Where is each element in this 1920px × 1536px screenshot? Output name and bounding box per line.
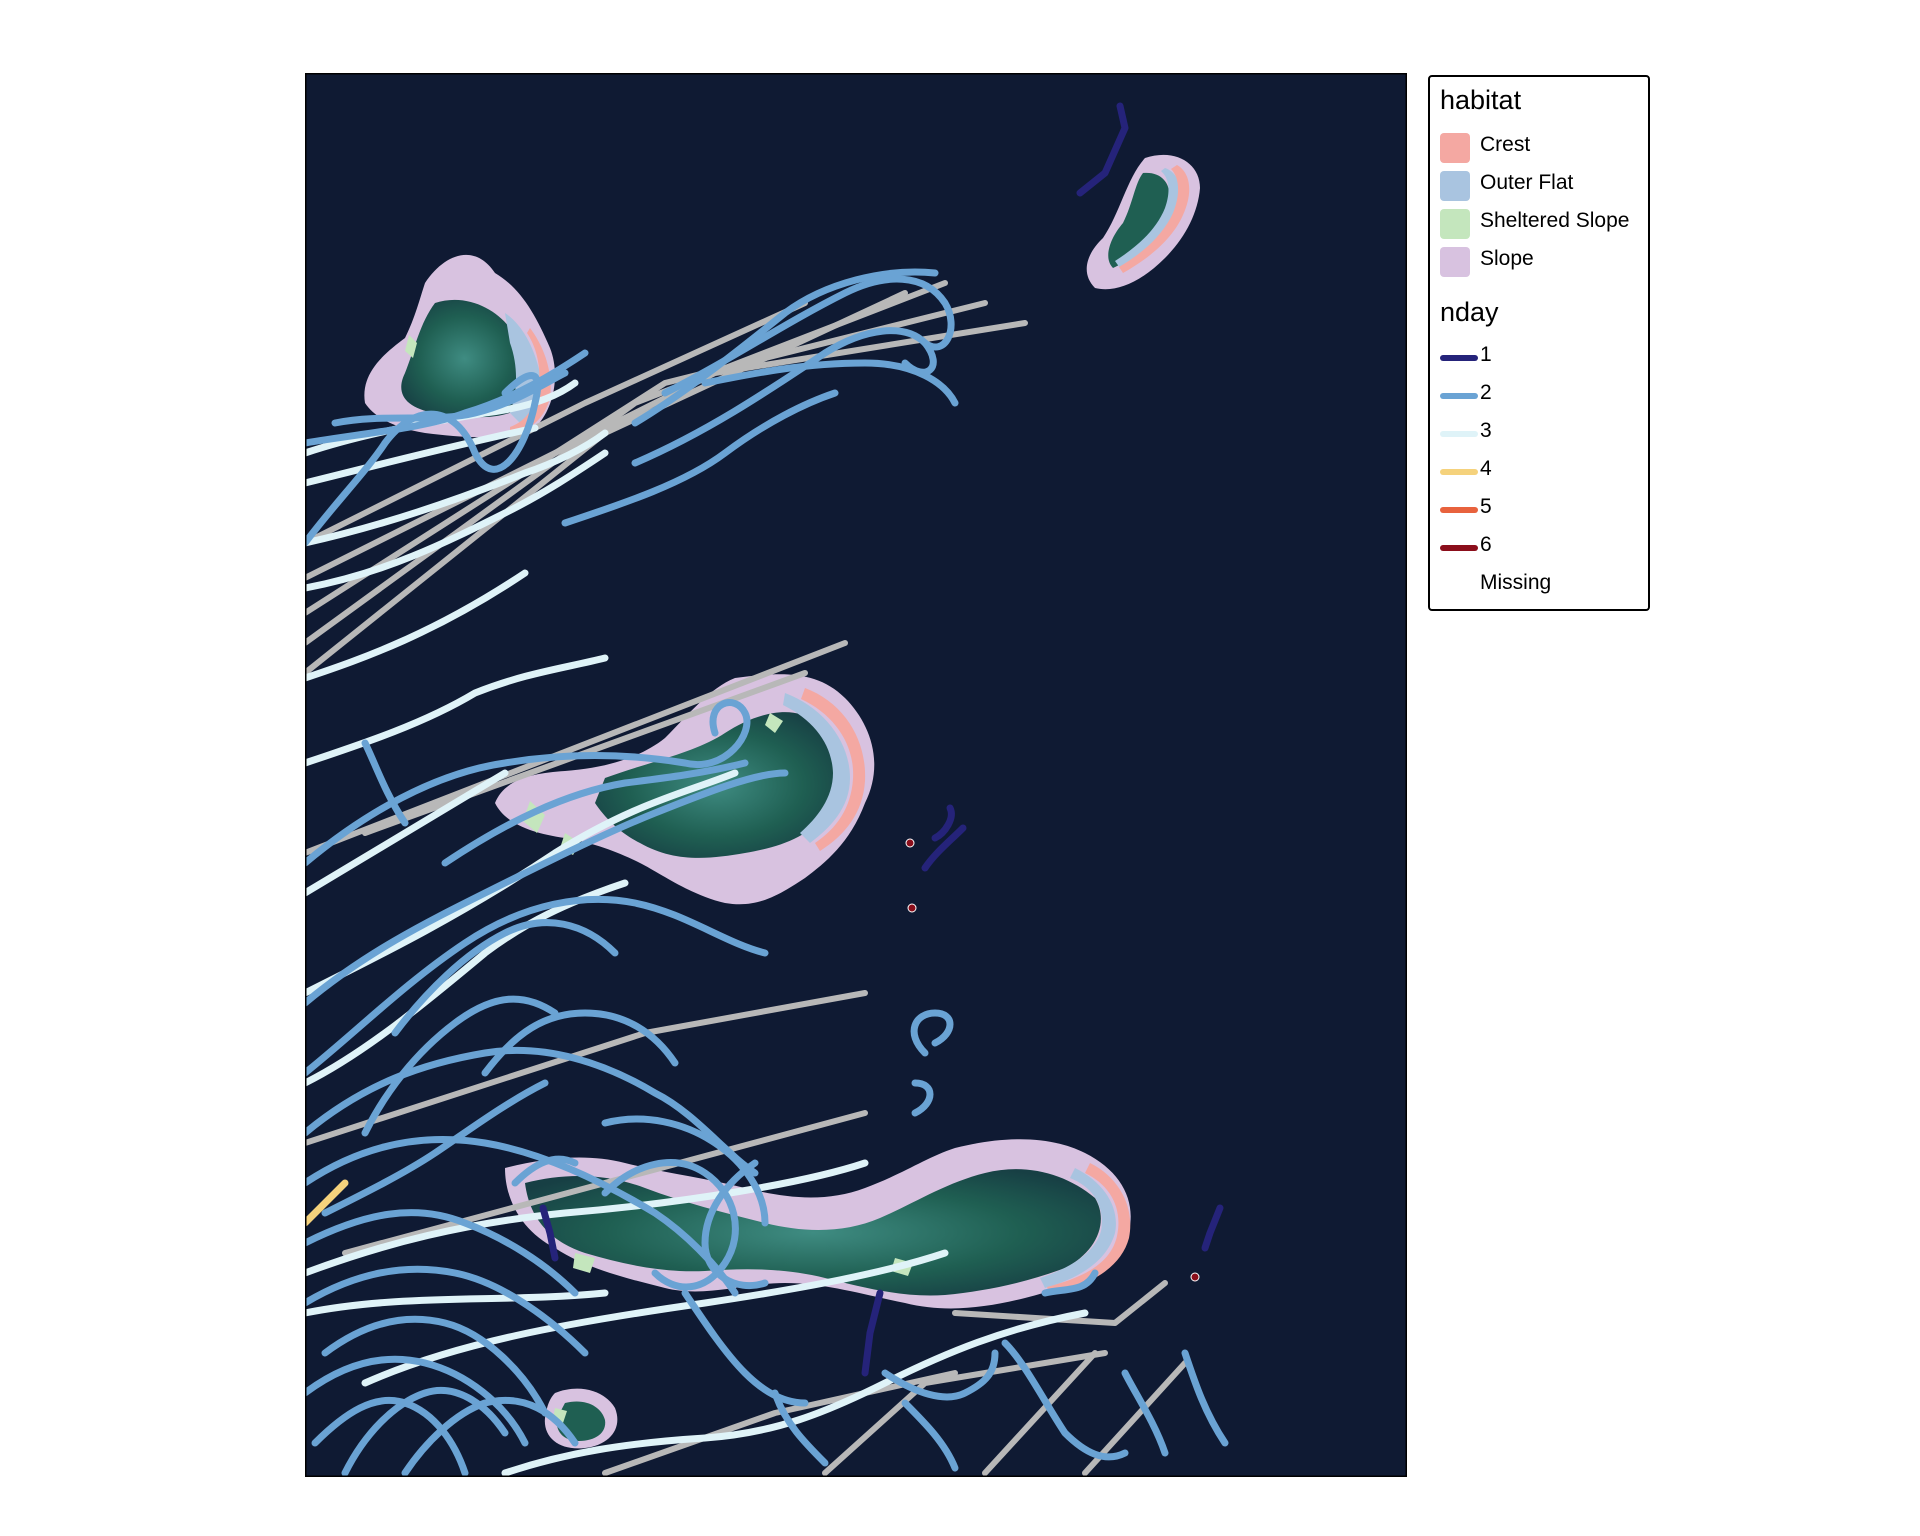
habitat-legend-label: Sheltered Slope bbox=[1480, 209, 1630, 232]
track-nday-1 bbox=[539, 102, 1224, 1377]
nday-line-swatch bbox=[1440, 545, 1478, 551]
nday-legend-item: Missing bbox=[1440, 567, 1650, 603]
reef-bottom bbox=[505, 1139, 1131, 1309]
sheltered-slope-habitat-area bbox=[405, 335, 417, 358]
nday-legend-label: Missing bbox=[1480, 571, 1552, 594]
habitat-legend-label: Crest bbox=[1480, 133, 1531, 156]
crest-habitat-area bbox=[1119, 165, 1190, 273]
habitat-legend-item: Sheltered Slope bbox=[1440, 205, 1650, 241]
track-nday-2 bbox=[305, 268, 1229, 1477]
tracks-layer bbox=[305, 102, 1229, 1477]
legend-title-habitat: habitat bbox=[1440, 85, 1522, 115]
nday-legend-item: 3 bbox=[1440, 415, 1650, 451]
nday-legend-item: 4 bbox=[1440, 453, 1650, 489]
nday-line-swatch bbox=[1440, 507, 1478, 513]
habitat-legend-item: Slope bbox=[1440, 243, 1650, 279]
habitat-swatch bbox=[1440, 171, 1470, 201]
habitat-legend-item: Outer Flat bbox=[1440, 167, 1650, 203]
nday-line-swatch bbox=[1440, 469, 1478, 475]
track-end-point bbox=[1190, 1272, 1200, 1282]
track-end-point bbox=[907, 903, 917, 913]
nday-legend-item: 2 bbox=[1440, 377, 1650, 413]
map-panel[interactable] bbox=[305, 73, 1407, 1477]
outer-flat-habitat-area bbox=[1040, 1168, 1116, 1288]
habitat-legend-label: Outer Flat bbox=[1480, 171, 1574, 194]
habitat-legend-item: Crest bbox=[1440, 129, 1650, 165]
crest-habitat-area bbox=[1047, 1163, 1131, 1295]
habitat-swatch bbox=[1440, 133, 1470, 163]
track-nday-4 bbox=[305, 1179, 349, 1227]
habitat-swatch bbox=[1440, 247, 1470, 277]
map-border bbox=[305, 73, 1407, 1477]
nday-legend-label: 6 bbox=[1480, 533, 1492, 556]
lagoon-area bbox=[401, 299, 528, 418]
nday-legend-item: 6 bbox=[1440, 529, 1650, 565]
nday-legend-item: 1 bbox=[1440, 339, 1650, 375]
habitat-swatch bbox=[1440, 209, 1470, 239]
crest-habitat-area bbox=[801, 688, 866, 851]
lagoon-area bbox=[595, 712, 838, 858]
outer-flat-habitat-area bbox=[505, 313, 541, 423]
nday-legend-label: 4 bbox=[1480, 457, 1492, 480]
nday-legend-label: 1 bbox=[1480, 343, 1492, 366]
nday-legend-label: 5 bbox=[1480, 495, 1492, 518]
nday-line-swatch bbox=[1440, 393, 1478, 399]
nday-line-swatch bbox=[1440, 355, 1478, 361]
crest-habitat-area bbox=[510, 328, 551, 435]
nday-legend-item: 5 bbox=[1440, 491, 1650, 527]
legend-title-nday: nday bbox=[1440, 297, 1499, 327]
habitat-legend-label: Slope bbox=[1480, 247, 1534, 270]
track-end-point bbox=[905, 838, 915, 848]
outer-flat-habitat-area bbox=[783, 693, 850, 843]
nday-legend-label: 2 bbox=[1480, 381, 1492, 404]
points-nday-6 bbox=[905, 838, 1200, 1282]
nday-line-swatch bbox=[1440, 431, 1478, 437]
reef-top-right bbox=[1086, 154, 1200, 290]
map-legend: habitat Crest Outer Flat Sheltered Slope Sl… bbox=[1428, 75, 1650, 611]
reef-map[interactable] bbox=[305, 73, 1407, 1477]
lagoon-area bbox=[1108, 172, 1170, 268]
nday-legend-label: 3 bbox=[1480, 419, 1492, 442]
outer-flat-habitat-area bbox=[1115, 168, 1181, 268]
